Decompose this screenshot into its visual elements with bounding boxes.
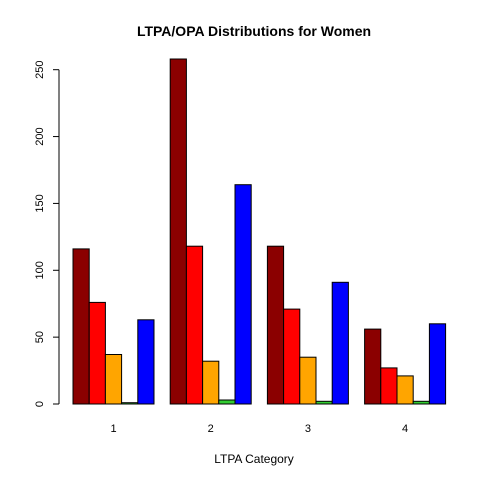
bar-cat4-series4 <box>412 400 430 405</box>
y-tick-label: 200 <box>34 127 46 145</box>
bar-cat1-series2 <box>88 301 106 405</box>
y-tick-label: 150 <box>34 194 46 212</box>
chart-title: LTPA/OPA Distributions for Women <box>137 23 371 39</box>
bar-cat4-series3 <box>396 375 414 405</box>
bars-group <box>72 58 447 405</box>
x-axis-label: LTPA Category <box>214 452 294 466</box>
y-tick-label: 250 <box>34 61 46 79</box>
bar-cat3-series2 <box>283 308 301 405</box>
bar-cat3-series3 <box>299 356 317 405</box>
bar-cat4-series1 <box>364 328 382 405</box>
bar-cat2-series5 <box>234 184 252 405</box>
bar-cat1-series3 <box>104 354 123 405</box>
bar-cat2-series2 <box>185 245 204 405</box>
bar-cat1-series1 <box>72 248 90 405</box>
bar-cat1-series4 <box>121 402 139 405</box>
bar-cat4-series5 <box>428 323 447 405</box>
bar-cat2-series1 <box>169 58 187 405</box>
x-tick-label: 4 <box>402 423 408 435</box>
y-tick-label: 100 <box>34 261 46 279</box>
bar-cat1-series5 <box>137 319 155 405</box>
y-tick-label: 0 <box>34 401 46 407</box>
x-tick-label: 2 <box>208 423 214 435</box>
bar-cat4-series2 <box>380 367 398 405</box>
y-axis-ticks: 0 50 100 150 200 250 <box>34 61 59 407</box>
bar-cat3-series5 <box>331 281 349 405</box>
y-tick-label: 50 <box>34 331 46 343</box>
x-axis-labels: 1 2 3 4 <box>110 423 408 435</box>
bar-cat2-series3 <box>202 360 220 405</box>
x-tick-label: 1 <box>110 423 116 435</box>
bar-cat3-series1 <box>266 245 285 405</box>
bar-cat2-series4 <box>218 399 236 405</box>
x-tick-label: 3 <box>305 423 311 435</box>
bar-cat3-series4 <box>315 400 333 405</box>
